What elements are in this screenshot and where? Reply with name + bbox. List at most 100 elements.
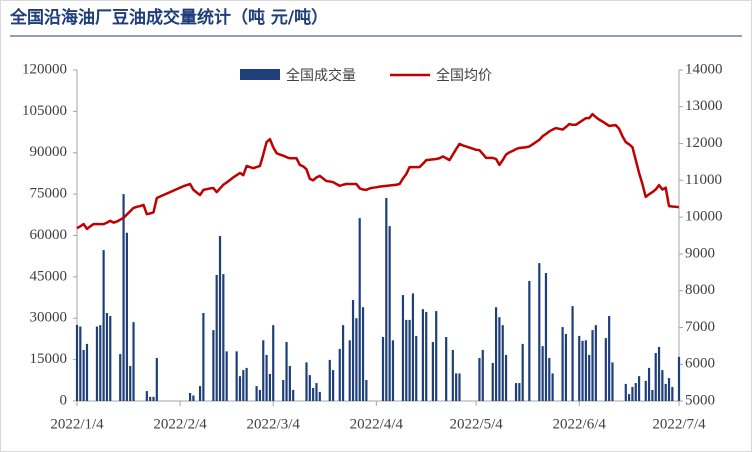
bar [571, 306, 574, 401]
bar [125, 232, 128, 401]
bar [82, 349, 85, 401]
bar [644, 380, 647, 401]
bar [401, 295, 405, 401]
bar [654, 353, 657, 401]
bar [272, 325, 275, 401]
bar [435, 311, 438, 401]
bar [109, 316, 112, 401]
bar [242, 370, 245, 401]
bar [155, 357, 158, 401]
bar [514, 383, 518, 401]
y-tick-label: 0 [60, 392, 68, 408]
y2-tick-label: 11000 [685, 172, 722, 188]
bar [288, 365, 291, 401]
y2-tick-label: 12000 [685, 135, 723, 151]
bar [95, 326, 99, 401]
bar [548, 357, 551, 401]
y-tick-label: 90000 [30, 144, 68, 160]
bar [594, 325, 597, 401]
bar [245, 367, 248, 401]
bar [421, 309, 425, 401]
bar [494, 307, 498, 401]
bar [85, 343, 89, 401]
bar [498, 317, 501, 401]
bar [431, 341, 434, 401]
bar [564, 333, 568, 401]
legend-swatch [240, 69, 280, 80]
bar [292, 389, 295, 401]
bar [129, 365, 132, 401]
bar [391, 340, 395, 401]
bar [282, 380, 285, 401]
bar [671, 386, 674, 401]
chart-title: 全国沿海油厂豆油成交量统计（吨 元/吨） [9, 7, 328, 28]
bar [544, 273, 548, 401]
bar [355, 318, 358, 401]
bar [152, 396, 155, 401]
y2-tick-label: 10000 [685, 209, 723, 225]
x-tick-label: 2022/4/4 [350, 416, 404, 432]
bar [149, 396, 152, 401]
bar [258, 389, 262, 401]
bar [238, 376, 242, 401]
x-tick-label: 2022/2/4 [153, 416, 207, 432]
bar [341, 325, 345, 401]
x-tick-label: 2022/5/4 [449, 416, 503, 432]
x-tick-label: 2022/1/4 [50, 416, 104, 432]
y-tick-label: 105000 [22, 103, 67, 119]
bar [661, 370, 664, 401]
y-tick-label: 120000 [22, 61, 67, 77]
bar [647, 367, 651, 401]
bar [388, 226, 391, 401]
legend-label: 全国成交量 [286, 67, 356, 84]
bar [578, 335, 581, 401]
bar [145, 391, 148, 401]
bar [268, 373, 272, 401]
bar [318, 391, 321, 401]
bar [591, 330, 594, 401]
y-tick-label: 45000 [30, 268, 68, 284]
y-tick-label: 15000 [30, 351, 68, 367]
bar [637, 376, 641, 401]
bar [348, 340, 351, 401]
bar [285, 341, 288, 401]
bar [677, 356, 681, 401]
bar [235, 351, 238, 401]
y2-tick-label: 14000 [685, 61, 723, 77]
bar [328, 359, 331, 401]
bar [358, 218, 361, 401]
y-tick-label: 75000 [30, 186, 68, 202]
bar [218, 236, 222, 401]
bar [561, 327, 564, 401]
bar [551, 373, 554, 401]
bar [501, 325, 504, 401]
x-tick-label: 2022/6/4 [553, 416, 607, 432]
bar [518, 383, 521, 401]
y2-tick-label: 7000 [685, 319, 715, 335]
x-tick-label: 2022/7/4 [652, 416, 706, 432]
line [76, 112, 680, 231]
bar [657, 346, 661, 401]
bar [192, 395, 195, 401]
bar [338, 348, 341, 401]
bar [408, 319, 411, 401]
bar [255, 386, 258, 401]
bar [528, 281, 531, 401]
bar [608, 316, 611, 401]
bar [351, 300, 355, 401]
bar [581, 340, 584, 401]
bar [262, 340, 265, 401]
bar [604, 338, 607, 401]
bar [538, 263, 541, 401]
bar [611, 362, 614, 401]
bar [198, 386, 202, 401]
bar [405, 319, 408, 401]
bar [411, 293, 415, 401]
bar [225, 351, 228, 401]
bar [361, 307, 365, 401]
bar [634, 383, 637, 401]
bar [631, 386, 634, 401]
bar [132, 322, 135, 401]
bar [588, 354, 591, 401]
